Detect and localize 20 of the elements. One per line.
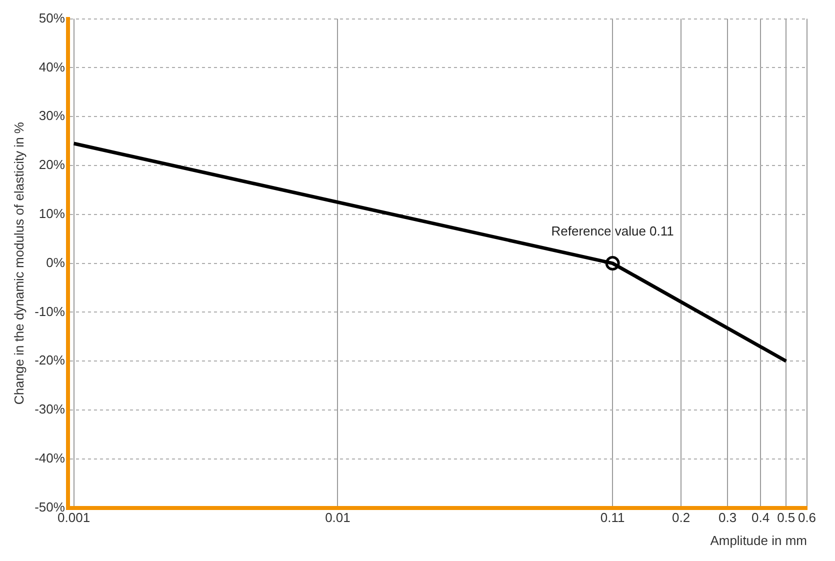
y-tick-label: 50% (38, 10, 66, 26)
y-tick-label: 40% (38, 59, 66, 74)
x-tick-label: 0.5 (777, 510, 796, 526)
y-axis-title: Change in the dynamic modulus of elasticity in % (11, 122, 26, 405)
y-tick-label: 0% (46, 254, 66, 270)
x-axis-title: Amplitude in mm (710, 532, 807, 548)
y-tick-label: 20% (38, 157, 66, 172)
annotation: Reference value 0.11 (551, 223, 674, 238)
y-tick-label: -20% (34, 352, 66, 368)
x-tick-label: 0.2 (672, 510, 690, 526)
x-tick-label: 0.4 (751, 510, 770, 526)
y-tick-label: -10% (34, 304, 66, 319)
x-tick-label: 0.3 (718, 510, 737, 526)
y-tick-label: -40% (34, 450, 66, 466)
x-tick-label: 0.6 (798, 510, 816, 526)
y-tick-label: 10% (38, 206, 66, 221)
x-tick-label: 0.11 (600, 510, 625, 526)
y-tick-label: 30% (38, 108, 66, 124)
x-tick-label: 0.01 (325, 510, 350, 526)
y-tick-label: -30% (34, 402, 66, 417)
